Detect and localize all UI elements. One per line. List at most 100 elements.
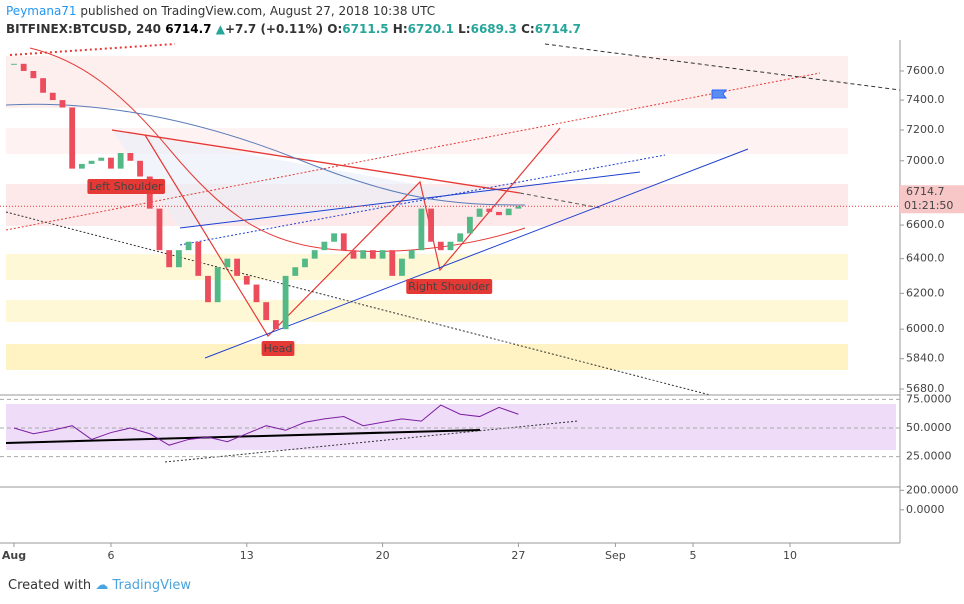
y-tick-label: 6200.0 <box>906 286 945 299</box>
open: 6711.5 <box>342 22 389 36</box>
ma <box>29 47 526 252</box>
y-tick-label: 7000.0 <box>906 154 945 167</box>
candle <box>389 250 396 276</box>
candle <box>428 208 434 242</box>
candle <box>331 233 337 242</box>
rsi-line <box>13 404 519 446</box>
candle <box>20 63 27 71</box>
published: published on TradingView.com, August 27,… <box>80 4 436 18</box>
y-tick-label: 5840.0 <box>906 352 945 365</box>
trend <box>179 171 641 229</box>
y-tick-label: 6400.0 <box>906 252 945 265</box>
low: 6689.3 <box>470 22 517 36</box>
neckline <box>111 129 521 194</box>
candle <box>505 208 512 216</box>
candle <box>224 258 231 268</box>
last-price-box <box>900 185 964 214</box>
brand-text[interactable]: TradingView <box>112 578 191 593</box>
annotation: Left Shoulder <box>89 180 163 193</box>
candle <box>399 258 405 276</box>
rsi-tick-label: 50.0000 <box>906 421 952 434</box>
zone <box>6 254 848 280</box>
x-tick-label: Aug <box>2 549 26 562</box>
candle <box>30 70 37 79</box>
candle <box>340 233 347 251</box>
candle <box>408 250 415 259</box>
candle <box>311 250 318 259</box>
annotation-box <box>261 341 295 356</box>
macd-tick-label: 0.0000 <box>906 503 945 516</box>
candle <box>108 157 114 169</box>
candle <box>496 211 502 216</box>
rsi-tick-label: 25.0000 <box>906 450 952 463</box>
candle <box>49 92 56 101</box>
y-tick-label: 5680.0 <box>906 382 945 395</box>
y-tick-label: 7600.0 <box>906 64 945 77</box>
candle <box>195 241 202 276</box>
trend <box>204 148 749 359</box>
candle <box>98 157 105 161</box>
change: +7.7 (+0.11%) <box>224 22 324 36</box>
x-tick-label: 13 <box>240 549 254 562</box>
x-tick-label: 5 <box>689 549 696 562</box>
candle <box>175 250 182 268</box>
footer: Created with ☁ TradingView <box>8 578 191 593</box>
candle <box>447 241 454 251</box>
zone <box>6 56 848 108</box>
x-tick-label: Sep <box>605 549 626 562</box>
candle <box>156 208 163 251</box>
candle <box>457 233 464 242</box>
candle <box>214 267 221 303</box>
candle <box>234 258 240 276</box>
last-price: 6714.7 <box>906 185 945 198</box>
candle <box>263 302 270 321</box>
y-tick-label: 7200.0 <box>906 123 945 136</box>
candle <box>117 153 124 169</box>
countdown: 01:21:50 <box>904 199 953 212</box>
change-arrow: ▲ <box>215 22 225 36</box>
candle <box>360 250 367 259</box>
annotation-box <box>406 279 493 294</box>
annotation: Head <box>264 342 293 355</box>
legend: BITFINEX:BTCUSD, 240 6714.7 ▲+7.7 (+0.11… <box>6 22 581 36</box>
candle <box>40 78 46 93</box>
chart: 7600.07400.07200.07000.06600.06400.06200… <box>0 40 964 562</box>
y-tick-label: 7400.0 <box>906 93 945 106</box>
candle <box>137 160 143 177</box>
close: 6714.7 <box>534 22 582 36</box>
x-tick-label: 10 <box>783 549 797 562</box>
candle <box>379 250 386 259</box>
candle <box>272 320 279 330</box>
candle <box>59 100 66 108</box>
author[interactable]: Peymana71 <box>6 4 77 18</box>
drawings <box>5 43 901 463</box>
zone <box>6 344 848 370</box>
candle <box>350 250 357 259</box>
low-label: L: <box>458 22 471 36</box>
candle <box>127 153 134 161</box>
candle <box>11 63 17 65</box>
open-label: O: <box>327 22 343 36</box>
ma <box>5 103 526 206</box>
rsi-tick-label: 75.0000 <box>906 392 952 405</box>
candle <box>88 160 95 164</box>
x-tick-label: 27 <box>511 549 525 562</box>
candle <box>243 275 250 285</box>
last: 6714.7 <box>165 22 212 36</box>
brand[interactable]: ☁ TradingView <box>95 578 191 593</box>
zones <box>6 56 896 450</box>
candle <box>69 107 76 169</box>
rsi-trend <box>5 429 481 444</box>
rsi-trend <box>164 420 579 463</box>
candle <box>282 275 289 330</box>
created: Created with <box>8 578 92 593</box>
annotation-box <box>87 179 166 194</box>
x-tick-label: 20 <box>376 549 390 562</box>
annotation: Right Shoulder <box>408 280 490 293</box>
candle <box>418 208 425 251</box>
rsi-band <box>6 404 896 450</box>
candle <box>466 216 473 234</box>
candle <box>302 258 308 268</box>
candle <box>321 241 328 251</box>
